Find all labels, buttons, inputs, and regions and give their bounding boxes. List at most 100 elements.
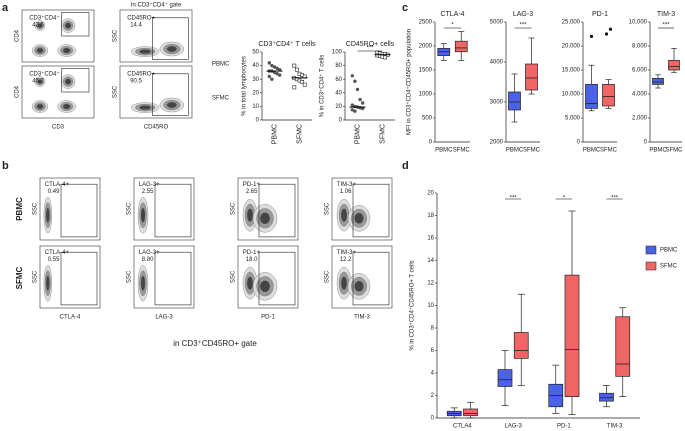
y-axis-label: SSC [325, 202, 331, 215]
data-point [270, 63, 274, 68]
y-tick-label: 0 [577, 140, 581, 146]
y-tick-label: 10,000 [562, 92, 581, 98]
y-tick-label: 2000 [419, 44, 433, 50]
gate-value: 45.2 [32, 78, 44, 84]
gate [154, 183, 192, 238]
cell-density [62, 104, 71, 110]
cell-density [62, 48, 71, 54]
gate [352, 183, 390, 238]
y-tick-label: 10 [252, 104, 259, 110]
box [602, 84, 615, 107]
data-point [353, 79, 357, 83]
y-tick-label: 4,000 [632, 92, 648, 98]
gate-label: CD3⁺CD4⁺ [29, 70, 59, 77]
x-axis-label: PD-1 [261, 315, 275, 321]
gate-label: CTLA-4+ [45, 250, 70, 256]
data-point [350, 108, 354, 112]
gate-value: 12.2 [340, 257, 352, 263]
chart-title: CD3⁺CD4⁺ T cells [258, 41, 316, 48]
y-tick-label: 60 [335, 77, 342, 83]
y-tick-label: 80 [335, 63, 342, 69]
gate-value: 2.65 [246, 189, 258, 195]
gate [154, 251, 192, 306]
x-tick-label: LAG-3 [504, 424, 522, 430]
y-axis-label: CD4 [15, 85, 21, 98]
y-tick-label: 2500 [419, 20, 433, 26]
cell-density [140, 275, 146, 291]
y-tick-label: 20 [252, 90, 259, 96]
y-tick-label: 20 [335, 104, 342, 110]
panel-letter: c [402, 2, 408, 14]
row-label: PBMC [212, 62, 230, 68]
cell-density [166, 46, 177, 52]
y-tick-label: 0 [431, 416, 435, 422]
y-tick-label: 3000 [490, 100, 504, 106]
significance: *** [510, 196, 518, 202]
x-tick-label: CTLA4 [453, 424, 472, 430]
box [508, 91, 521, 111]
x-tick-label: SFMC [600, 148, 618, 154]
outlier [608, 27, 613, 31]
y-axis-label: SSC [325, 270, 331, 283]
x-tick-label: PBMC [271, 124, 278, 144]
box [564, 274, 580, 397]
y-tick-label: 4 [431, 371, 435, 377]
y-tick-label: 6 [431, 348, 435, 354]
cell-density [37, 79, 43, 84]
chart-title: In CD3⁺CD4⁺ gate [131, 2, 182, 9]
y-tick-label: 15,000 [562, 68, 581, 74]
gate-label: PD-1+ [243, 250, 261, 256]
y-axis-label: SSC [231, 202, 237, 215]
box [585, 84, 598, 109]
data-point [275, 66, 279, 71]
gate-value: 1.06 [340, 189, 352, 195]
cell-density [46, 275, 50, 291]
y-axis-label: % in CD3⁺CD4⁺ T cells [319, 55, 326, 117]
y-tick-label: 16 [427, 236, 434, 242]
x-tick-label: SFMC [666, 148, 684, 154]
y-tick-label: 40 [252, 63, 259, 69]
y-tick-label: 2,000 [632, 116, 648, 122]
x-tick-label: SFMC [296, 124, 303, 144]
significance: *** [662, 23, 670, 29]
data-point [272, 65, 277, 69]
legend-swatch [645, 261, 657, 271]
cell-density [36, 48, 44, 54]
gate-label: TIM-3+ [337, 182, 357, 188]
x-tick-label: SFMC [523, 148, 541, 154]
chart-title: PD-1 [592, 11, 608, 18]
box [454, 40, 468, 53]
data-point [270, 77, 274, 81]
gate [61, 68, 90, 93]
gate-value: 90.5 [130, 78, 142, 84]
y-tick-label: 12 [427, 281, 434, 287]
data-point [358, 97, 362, 102]
data-point [361, 106, 365, 111]
y-tick-label: 20,000 [562, 44, 581, 50]
gate [61, 12, 90, 37]
gate-value: 2.55 [142, 189, 154, 195]
data-point [350, 103, 354, 107]
box [599, 392, 614, 402]
y-tick-label: 30 [252, 77, 259, 83]
cell-density [354, 212, 364, 224]
data-point [302, 82, 307, 87]
x-tick-label: PBMC [354, 124, 361, 144]
row-label: SFMC [15, 266, 24, 289]
data-point [383, 55, 388, 60]
y-tick-label: 1000 [419, 92, 433, 98]
cell-density [139, 105, 151, 110]
y-axis-label: % in total lymphocytes [242, 56, 248, 116]
y-tick-label: 100 [332, 50, 343, 56]
data-point [300, 80, 305, 84]
x-tick-label: PBMC [649, 148, 667, 154]
cell-density [341, 276, 347, 290]
x-axis-label: CD3 [52, 125, 65, 131]
x-axis-label: CTLA-4 [60, 315, 81, 321]
y-axis-label: % in CD3⁺CD4⁺CD45RO+ T cells [409, 260, 416, 350]
y-tick-label: 6,000 [632, 68, 648, 74]
gate-label: PD-1+ [243, 182, 261, 188]
cell-density [65, 78, 72, 85]
cell-density [46, 207, 50, 223]
y-tick-label: 1500 [419, 68, 433, 74]
